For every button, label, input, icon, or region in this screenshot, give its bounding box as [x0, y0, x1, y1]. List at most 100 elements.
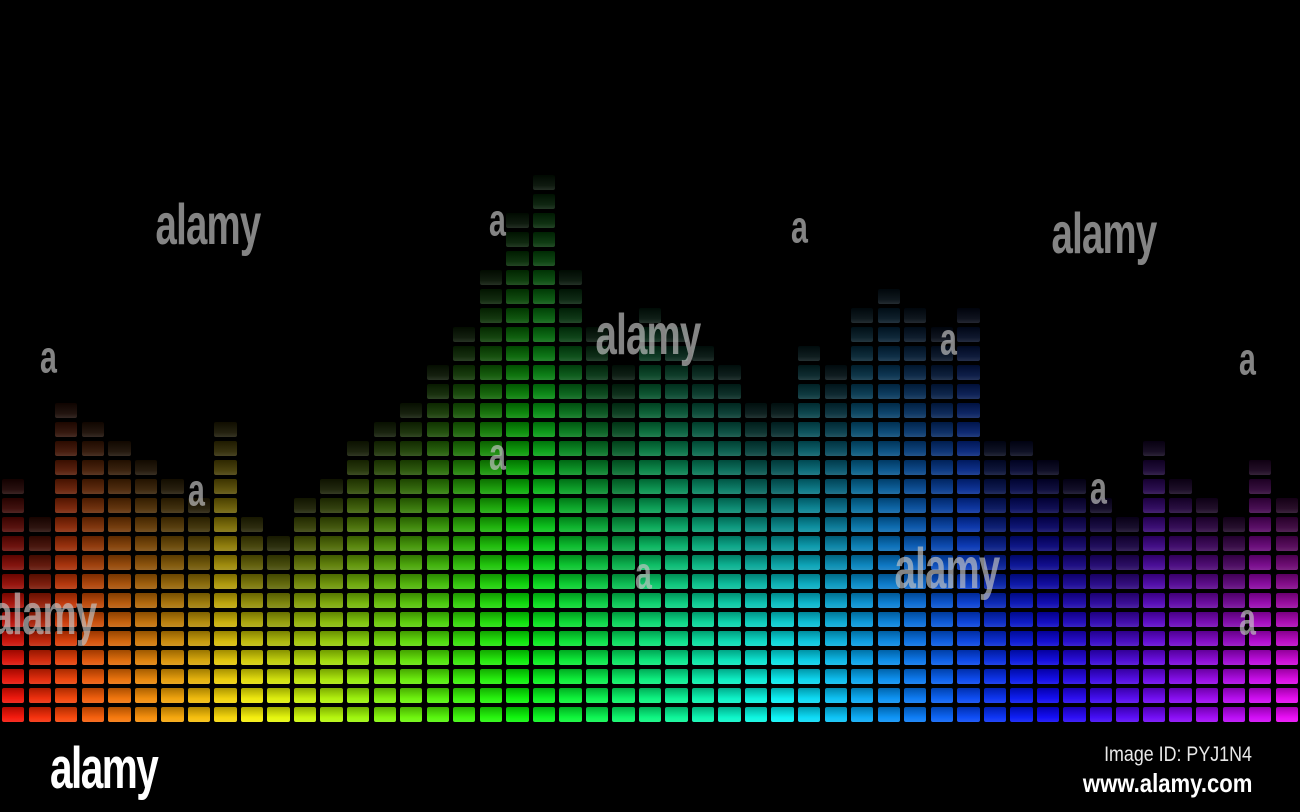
eq-segment — [1195, 555, 1219, 570]
eq-segment — [1142, 498, 1166, 513]
eq-segment — [1142, 612, 1166, 627]
eq-segment — [1222, 555, 1245, 570]
eq-segment — [957, 327, 980, 342]
eq-segment — [28, 536, 51, 551]
eq-segment — [479, 479, 502, 494]
eq-bar — [320, 479, 343, 722]
eq-segment — [1063, 650, 1086, 665]
eq-segment — [904, 498, 927, 513]
eq-segment — [55, 422, 78, 437]
eq-segment — [214, 669, 237, 684]
eq-segment — [81, 593, 105, 608]
eq-bar — [638, 308, 662, 722]
eq-segment — [877, 308, 900, 323]
eq-segment — [426, 555, 449, 570]
eq-segment — [824, 365, 847, 380]
eq-segment — [585, 346, 609, 361]
eq-segment — [267, 631, 290, 646]
image-id-label: Image ID: PYJ1N4 — [1104, 743, 1252, 766]
eq-segment — [506, 536, 529, 551]
eq-segment — [691, 346, 715, 361]
eq-segment — [2, 593, 25, 608]
eq-segment — [267, 612, 290, 627]
eq-segment — [373, 441, 396, 456]
eq-segment — [930, 365, 953, 380]
eq-segment — [559, 365, 582, 380]
eq-segment — [718, 631, 741, 646]
eq-segment — [983, 479, 1007, 494]
eq-segment — [665, 422, 688, 437]
eq-segment — [585, 460, 609, 475]
eq-segment — [771, 574, 794, 589]
eq-segment — [1036, 688, 1060, 703]
eq-segment — [824, 669, 847, 684]
eq-segment — [1089, 555, 1113, 570]
eq-segment — [771, 460, 794, 475]
eq-segment — [877, 650, 900, 665]
eq-segment — [320, 574, 343, 589]
eq-segment — [957, 688, 980, 703]
eq-segment — [1275, 707, 1298, 722]
eq-segment — [1249, 498, 1272, 513]
eq-segment — [612, 669, 635, 684]
eq-segment — [1036, 650, 1060, 665]
eq-bar — [877, 289, 900, 722]
eq-segment — [930, 498, 953, 513]
eq-segment — [665, 498, 688, 513]
eq-segment — [1116, 612, 1139, 627]
footer-bar: alamy Image ID: PYJ1N4 www.alamy.com — [0, 722, 1300, 812]
eq-segment — [240, 555, 264, 570]
eq-segment — [638, 517, 662, 532]
eq-segment — [2, 574, 25, 589]
eq-segment — [1116, 517, 1139, 532]
eq-segment — [691, 536, 715, 551]
eq-segment — [532, 251, 556, 266]
eq-segment — [479, 441, 502, 456]
eq-segment — [532, 574, 556, 589]
eq-segment — [1142, 574, 1166, 589]
eq-segment — [187, 650, 211, 665]
eq-segment — [983, 441, 1007, 456]
eq-segment — [532, 517, 556, 532]
eq-segment — [479, 517, 502, 532]
eq-segment — [665, 460, 688, 475]
eq-segment — [240, 593, 264, 608]
eq-segment — [1195, 574, 1219, 589]
eq-segment — [1169, 612, 1192, 627]
eq-segment — [851, 707, 874, 722]
eq-segment — [1249, 707, 1272, 722]
eq-segment — [532, 232, 556, 247]
eq-segment — [930, 422, 953, 437]
eq-segment — [453, 574, 476, 589]
eq-segment — [426, 460, 449, 475]
eq-segment — [665, 327, 688, 342]
eq-segment — [293, 555, 317, 570]
eq-segment — [638, 688, 662, 703]
eq-segment — [744, 631, 768, 646]
eq-segment — [532, 422, 556, 437]
eq-segment — [877, 289, 900, 304]
eq-segment — [612, 574, 635, 589]
eq-segment — [824, 384, 847, 399]
eq-segment — [479, 707, 502, 722]
eq-segment — [612, 612, 635, 627]
eq-segment — [559, 498, 582, 513]
eq-segment — [214, 707, 237, 722]
eq-segment — [930, 688, 953, 703]
eq-segment — [691, 460, 715, 475]
eq-bar — [506, 213, 529, 722]
eq-segment — [957, 422, 980, 437]
eq-segment — [81, 460, 105, 475]
eq-segment — [559, 403, 582, 418]
eq-segment — [55, 707, 78, 722]
eq-segment — [665, 650, 688, 665]
eq-segment — [930, 460, 953, 475]
eq-segment — [2, 688, 25, 703]
eq-segment — [1169, 631, 1192, 646]
eq-segment — [957, 479, 980, 494]
eq-segment — [851, 574, 874, 589]
eq-segment — [930, 384, 953, 399]
eq-segment — [320, 669, 343, 684]
eq-segment — [691, 631, 715, 646]
eq-segment — [161, 574, 184, 589]
